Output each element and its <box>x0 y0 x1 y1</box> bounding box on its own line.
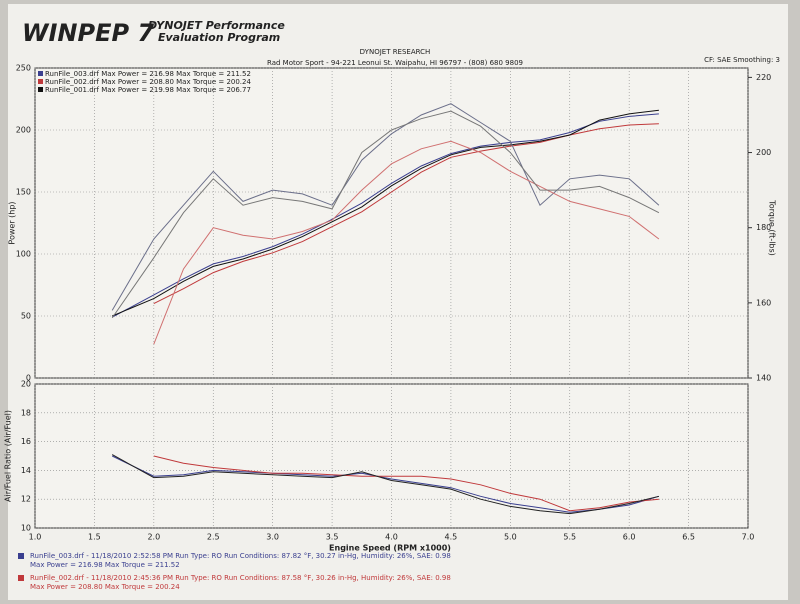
x-tick-label: 7.0 <box>742 533 755 542</box>
power-panel <box>34 67 749 379</box>
run-swatch <box>18 553 24 559</box>
data-line <box>112 109 659 317</box>
x-tick-label: 2.0 <box>147 533 160 542</box>
legend-entry: RunFile_001.drf Max Power = 219.98 Max T… <box>45 86 251 94</box>
y-tick-label: 250 <box>16 64 31 73</box>
data-line <box>111 113 659 318</box>
y-tick-label: 12 <box>21 495 31 504</box>
y-axis-label: Power (hp) <box>8 201 17 244</box>
afr-axis-label: Air/Fuel Ratio (Air/Fuel) <box>4 410 13 502</box>
y2-tick-label: 180 <box>756 223 771 232</box>
x-tick-label: 1.5 <box>88 533 101 542</box>
legend-entry: RunFile_003.drf Max Power = 216.98 Max T… <box>45 70 251 78</box>
run-max: Max Power = 208.80 Max Torque = 200.24 <box>30 583 180 591</box>
y-tick-label: 14 <box>21 466 31 475</box>
y2-tick-label: 140 <box>756 374 771 383</box>
shop: Rad Motor Sport - 94-221 Leonui St. Waip… <box>267 59 523 67</box>
data-line <box>111 103 660 311</box>
x-axis-label: Engine Speed (RPM x1000) <box>329 544 451 553</box>
y-tick-label: 16 <box>21 437 31 446</box>
run-swatch <box>18 575 24 581</box>
y-tick-label: 100 <box>16 250 31 259</box>
y2-axis-label: Torque (ft-lbs) <box>768 199 777 256</box>
data-line <box>111 110 660 319</box>
data-line <box>111 455 660 513</box>
data-line <box>153 140 660 345</box>
run-max: Max Power = 216.98 Max Torque = 211.52 <box>30 561 180 569</box>
data-line <box>111 454 660 515</box>
y-tick-label: 10 <box>21 524 31 533</box>
y2-tick-label: 220 <box>756 73 771 82</box>
x-tick-label: 4.0 <box>385 533 398 542</box>
y-tick-label: 20 <box>21 380 31 389</box>
x-tick-label: 3.0 <box>266 533 279 542</box>
x-tick-label: 4.5 <box>445 533 458 542</box>
run-info: RunFile_002.drf - 11/18/2010 2:45:36 PM … <box>30 574 451 582</box>
logo: WINPEP 7 <box>22 19 154 47</box>
x-tick-label: 6.0 <box>623 533 636 542</box>
x-tick-label: 5.0 <box>504 533 517 542</box>
y2-tick-label: 200 <box>756 148 771 157</box>
legend-swatch <box>38 71 43 76</box>
program: DYNOJET Performance <box>148 19 285 32</box>
x-tick-label: 3.5 <box>326 533 339 542</box>
x-tick-label: 2.5 <box>207 533 220 542</box>
y-tick-label: 50 <box>21 312 31 321</box>
legend-swatch <box>38 79 43 84</box>
company: DYNOJET RESEARCH <box>360 48 431 56</box>
y-tick-label: 200 <box>16 126 31 135</box>
data-line <box>153 455 659 512</box>
program-sub: Evaluation Program <box>158 31 280 44</box>
x-tick-label: 6.5 <box>682 533 695 542</box>
legend-swatch <box>38 87 43 92</box>
y-tick-label: 18 <box>21 408 31 417</box>
run-info: RunFile_003.drf - 11/18/2010 2:52:58 PM … <box>30 552 451 560</box>
data-line <box>153 123 659 305</box>
y-tick-label: 0 <box>26 374 31 383</box>
x-tick-label: 5.5 <box>563 533 576 542</box>
y-tick-label: 150 <box>16 188 31 197</box>
settings: CF: SAE Smoothing: 3 <box>704 56 780 64</box>
legend-entry: RunFile_002.drf Max Power = 208.80 Max T… <box>45 78 251 86</box>
y2-tick-label: 160 <box>756 298 771 307</box>
x-tick-label: 1.0 <box>29 533 42 542</box>
